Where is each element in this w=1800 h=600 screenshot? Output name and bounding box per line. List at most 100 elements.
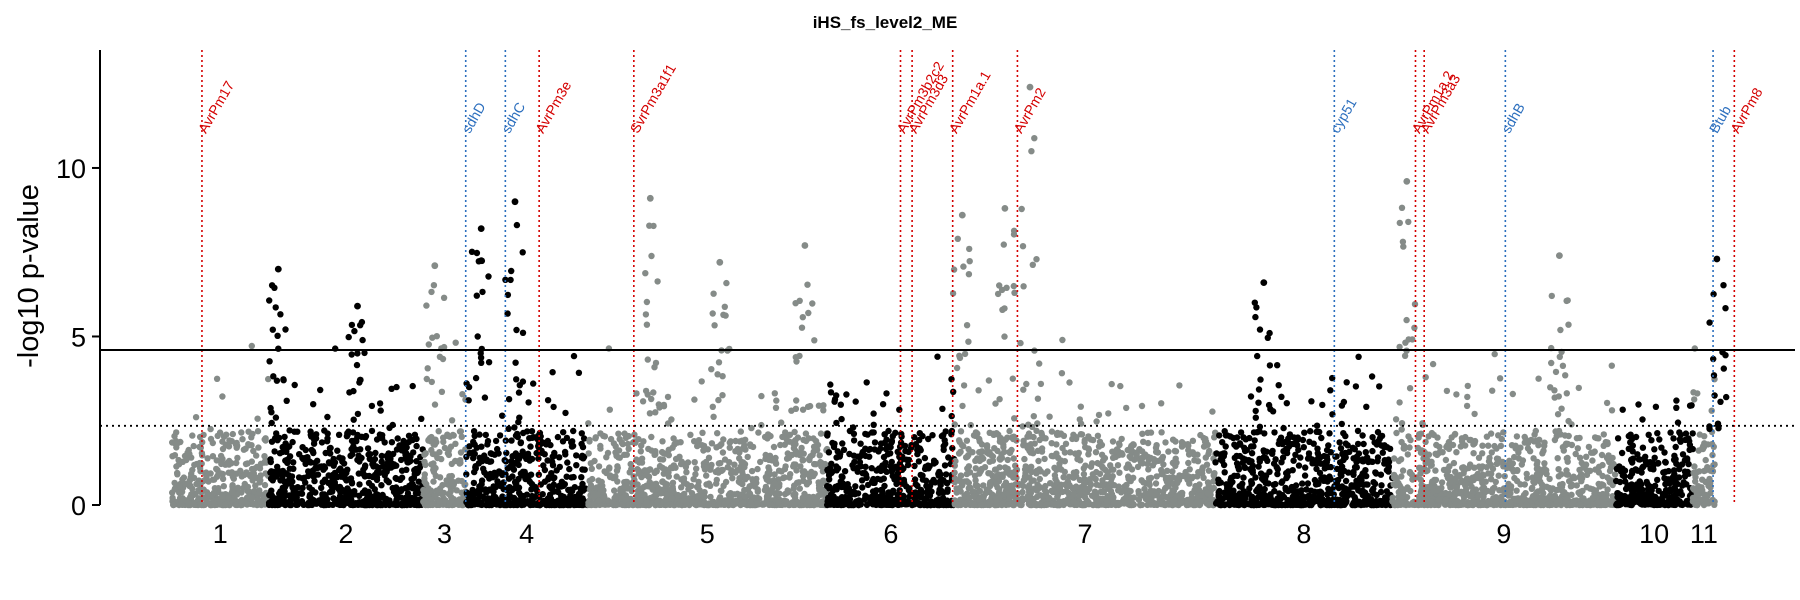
data-point <box>378 452 385 460</box>
data-point <box>372 449 379 457</box>
data-point <box>571 495 578 503</box>
data-point <box>796 451 804 459</box>
data-point <box>969 449 976 456</box>
data-point <box>1186 480 1193 487</box>
data-point <box>917 471 924 479</box>
data-point <box>1374 428 1382 436</box>
data-point <box>470 479 478 487</box>
data-point <box>707 493 714 501</box>
data-point <box>466 494 473 501</box>
data-point <box>880 453 888 461</box>
data-point <box>1205 450 1212 458</box>
data-point <box>839 440 846 447</box>
data-point <box>1120 500 1128 507</box>
data-point <box>1249 469 1257 476</box>
data-point <box>1299 436 1307 444</box>
data-point <box>1234 472 1241 479</box>
data-point <box>739 480 746 488</box>
data-point <box>1118 435 1125 443</box>
data-point <box>248 342 255 350</box>
data-point <box>1204 489 1211 497</box>
data-point <box>726 444 733 451</box>
data-point <box>1343 379 1350 386</box>
data-point <box>453 487 460 494</box>
data-point <box>1333 453 1340 460</box>
data-point <box>1265 480 1272 487</box>
data-point <box>833 392 840 399</box>
data-point <box>1233 443 1240 450</box>
data-point <box>1324 491 1331 498</box>
data-point <box>254 428 262 435</box>
data-point <box>327 450 334 457</box>
data-point <box>1035 457 1042 465</box>
data-point <box>811 460 818 468</box>
data-point <box>978 448 986 455</box>
data-point <box>1094 432 1102 439</box>
data-point <box>1355 353 1362 360</box>
data-point <box>1070 491 1077 498</box>
data-point <box>871 439 879 446</box>
data-point <box>1283 470 1290 477</box>
data-point <box>486 486 493 493</box>
data-point <box>902 447 909 455</box>
data-point <box>1235 466 1243 473</box>
data-point <box>1139 430 1146 437</box>
data-point <box>591 501 598 509</box>
data-point <box>1256 428 1263 435</box>
data-point <box>857 501 864 508</box>
data-point <box>452 457 459 465</box>
data-point <box>223 431 230 438</box>
data-point <box>625 445 632 452</box>
data-point <box>487 450 494 457</box>
data-point <box>727 438 734 445</box>
data-point <box>808 468 815 476</box>
data-point <box>955 501 963 508</box>
data-point <box>1378 442 1385 449</box>
data-point <box>824 501 831 509</box>
data-point <box>598 478 605 486</box>
data-point <box>668 416 675 423</box>
data-point <box>329 481 337 488</box>
data-point <box>1038 429 1045 437</box>
data-point <box>963 478 971 485</box>
data-point <box>486 475 493 482</box>
data-point <box>840 446 848 453</box>
data-point <box>1479 450 1486 457</box>
data-point <box>1012 462 1019 469</box>
data-point <box>824 430 831 437</box>
data-point <box>1009 435 1017 442</box>
data-point <box>472 464 479 471</box>
data-point <box>913 500 920 507</box>
data-point <box>520 429 527 437</box>
data-point <box>615 454 622 461</box>
data-point <box>459 391 466 398</box>
data-point <box>409 382 416 390</box>
data-point <box>1138 454 1146 461</box>
data-point <box>378 482 385 489</box>
data-point <box>486 498 493 506</box>
data-point <box>448 417 456 424</box>
data-point <box>519 494 527 501</box>
data-point <box>1034 447 1042 454</box>
data-point <box>1345 488 1352 496</box>
data-point <box>1092 449 1100 456</box>
data-point <box>234 484 242 491</box>
data-point <box>879 462 886 469</box>
data-point <box>514 501 521 508</box>
data-point <box>191 501 198 508</box>
data-point <box>890 489 897 496</box>
data-point <box>799 496 806 504</box>
data-point <box>1376 435 1384 442</box>
data-point <box>1148 496 1155 503</box>
data-point <box>741 486 748 494</box>
data-point <box>667 486 674 493</box>
data-point <box>1363 481 1370 488</box>
data-point <box>484 441 491 448</box>
data-point <box>397 476 404 483</box>
data-point <box>299 444 306 451</box>
data-point <box>1274 362 1281 369</box>
data-point <box>1247 393 1255 400</box>
data-point <box>368 402 376 410</box>
data-point <box>1153 473 1161 480</box>
data-point <box>986 449 993 456</box>
